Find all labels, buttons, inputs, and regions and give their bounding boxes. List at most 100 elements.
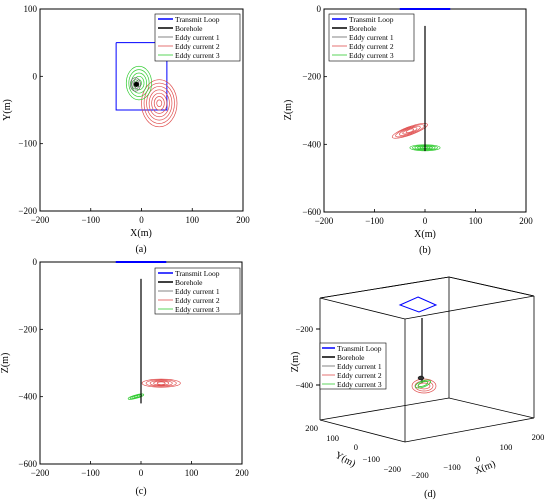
x-tick-label: 0: [423, 216, 428, 226]
legend-b-eddy1-label: Eddy current 1: [349, 33, 394, 42]
legend-d-eddy3-label: Eddy current 3: [337, 380, 382, 389]
y-tick-label: −600: [18, 459, 37, 469]
x-tick-label: −200: [315, 216, 334, 226]
ylabel-a: Y(m): [2, 99, 13, 121]
legend-c-eddy1-label: Eddy current 1: [175, 287, 220, 296]
eddy2-contour: [153, 96, 165, 111]
eddy1-contour: [129, 77, 141, 92]
legend-c-eddy3-label: Eddy current 3: [175, 305, 220, 314]
y-tick-label: −400: [18, 392, 37, 402]
eddy2-contour: [141, 378, 181, 388]
ylabel-b: Z(m): [283, 100, 294, 121]
ticks-c: −200 −100 0 100 200 −600 −400 −200 0: [18, 257, 249, 478]
ticks-b: −200 −100 0 100 200 −600 −400 −200 0: [302, 4, 533, 226]
legend-b-eddy3-label: Eddy current 3: [349, 51, 394, 60]
x-tick-label: −200: [31, 468, 50, 478]
eddy2-contour: [151, 92, 168, 114]
transmit-loop-3d: [398, 296, 438, 313]
eddy2-contour: [149, 380, 173, 387]
eddy2-contour: [156, 99, 163, 107]
eddy2-contour: [143, 82, 175, 124]
y-ticks-d: 200 100 0 −100 −200: [305, 423, 401, 474]
eddy2-contour: [391, 123, 428, 139]
legend-c-eddy2-label: Eddy current 2: [175, 296, 220, 305]
legend-c-transmit-label: Transmit Loop: [175, 269, 220, 278]
y-tick-label: 0: [354, 442, 358, 452]
eddy1-3d-ring: [417, 375, 425, 381]
box-bottom-front: [319, 417, 535, 443]
eddy2-contour: [148, 89, 170, 118]
legend-b: Transmit Loop Borehole Eddy current 1 Ed…: [328, 13, 415, 62]
caption-d: (d): [424, 489, 436, 500]
box-top-face: [319, 276, 535, 320]
y-tick-label: 0: [33, 71, 38, 81]
panel-b: −200 −100 0 100 200 −600 −400 −200 0 Transmit Lo…: [283, 4, 533, 256]
eddy3-contour: [127, 393, 145, 400]
y-tick-label: −100: [362, 454, 380, 464]
legend-c-borehole-label: Borehole: [175, 278, 203, 287]
eddy1-contour: [131, 79, 140, 90]
panel-c: −200 −100 0 100 200 −600 −400 −200 0 Transmit Lo…: [0, 257, 249, 497]
transmit-loop: [115, 42, 168, 111]
x-tick-label: −100: [81, 468, 100, 478]
y-tick-label: 0: [33, 257, 38, 267]
y-tick-label: −200: [18, 206, 37, 216]
x-tick-label: −100: [443, 462, 461, 472]
y-tick-label: −100: [18, 139, 37, 149]
eddy3-contour: [125, 65, 152, 101]
x-tick-label: −200: [31, 215, 50, 225]
legend-b-eddy2-label: Eddy current 2: [349, 42, 394, 51]
z-tick-label: −200: [295, 324, 313, 334]
x-tick-label: 200: [236, 215, 250, 225]
marks-c: [115, 261, 181, 404]
y-tick-label: −200: [18, 324, 37, 334]
y-tick-label: 0: [317, 4, 322, 14]
box-back-top: [319, 276, 535, 299]
eddy2-contour: [146, 86, 173, 121]
legend-a-eddy2-label: Eddy current 2: [175, 42, 220, 51]
x-tick-label: 0: [476, 454, 480, 464]
x-tick-label: 200: [235, 468, 249, 478]
panel-d: −200 −400 Z(m) 200 100 0 −100 −200 Y(m) …: [290, 276, 544, 500]
eddy3-3d-ring: [415, 379, 431, 389]
legend-d: Transmit Loop Borehole Eddy current 1 Ed…: [319, 342, 387, 390]
legend-d-transmit-label: Transmit Loop: [337, 344, 382, 353]
legend-a-borehole-label: Borehole: [175, 24, 203, 33]
marks-a: [115, 42, 178, 128]
x-tick-label: 0: [139, 215, 144, 225]
y-tick-label: −600: [302, 207, 321, 217]
caption-c: (c): [135, 486, 146, 497]
legend-a-eddy3-label: Eddy current 3: [175, 51, 220, 60]
eddy-currents-3d: [411, 375, 437, 394]
legend-d-eddy2-label: Eddy current 2: [337, 371, 382, 380]
legend-box-a: [154, 13, 241, 62]
y-tick-label: −200: [302, 72, 321, 82]
x-tick-label: 100: [500, 442, 513, 452]
borehole-point: [133, 81, 139, 87]
box-back-bottom: [319, 397, 535, 421]
ylabel-d: Y(m): [333, 450, 357, 470]
legend-b-transmit-label: Transmit Loop: [349, 15, 394, 24]
z-ticks-d: −200 −400: [295, 324, 320, 390]
eddy2-contour: [141, 79, 178, 128]
ylabel-c: Z(m): [0, 353, 11, 374]
x-tick-label: 100: [186, 215, 200, 225]
legend-a-eddy1-label: Eddy current 1: [175, 33, 220, 42]
eddy3-contour: [130, 72, 147, 94]
y-tick-label: −200: [383, 464, 401, 474]
panel-a: −200 −100 0 100 200 −200 −100 0 100 Transmit Loo…: [2, 4, 250, 255]
legend-d-eddy1-label: Eddy current 1: [337, 362, 382, 371]
eddy3-contour: [128, 69, 150, 97]
xlabel-a: X(m): [130, 228, 152, 239]
x-ticks-d: −200 −100 0 100 200: [411, 432, 544, 480]
eddy2-contour: [402, 127, 418, 135]
legend-d-borehole-label: Borehole: [337, 353, 365, 362]
z-tick-label: −400: [295, 380, 313, 390]
zlabel-d: Z(m): [290, 352, 301, 373]
caption-b: (b): [419, 245, 431, 256]
ticks-a: −200 −100 0 100 200 −200 −100 0 100: [18, 4, 250, 225]
x-tick-label: −200: [411, 470, 429, 480]
caption-a: (a): [135, 244, 146, 255]
x-tick-label: 200: [532, 432, 545, 442]
